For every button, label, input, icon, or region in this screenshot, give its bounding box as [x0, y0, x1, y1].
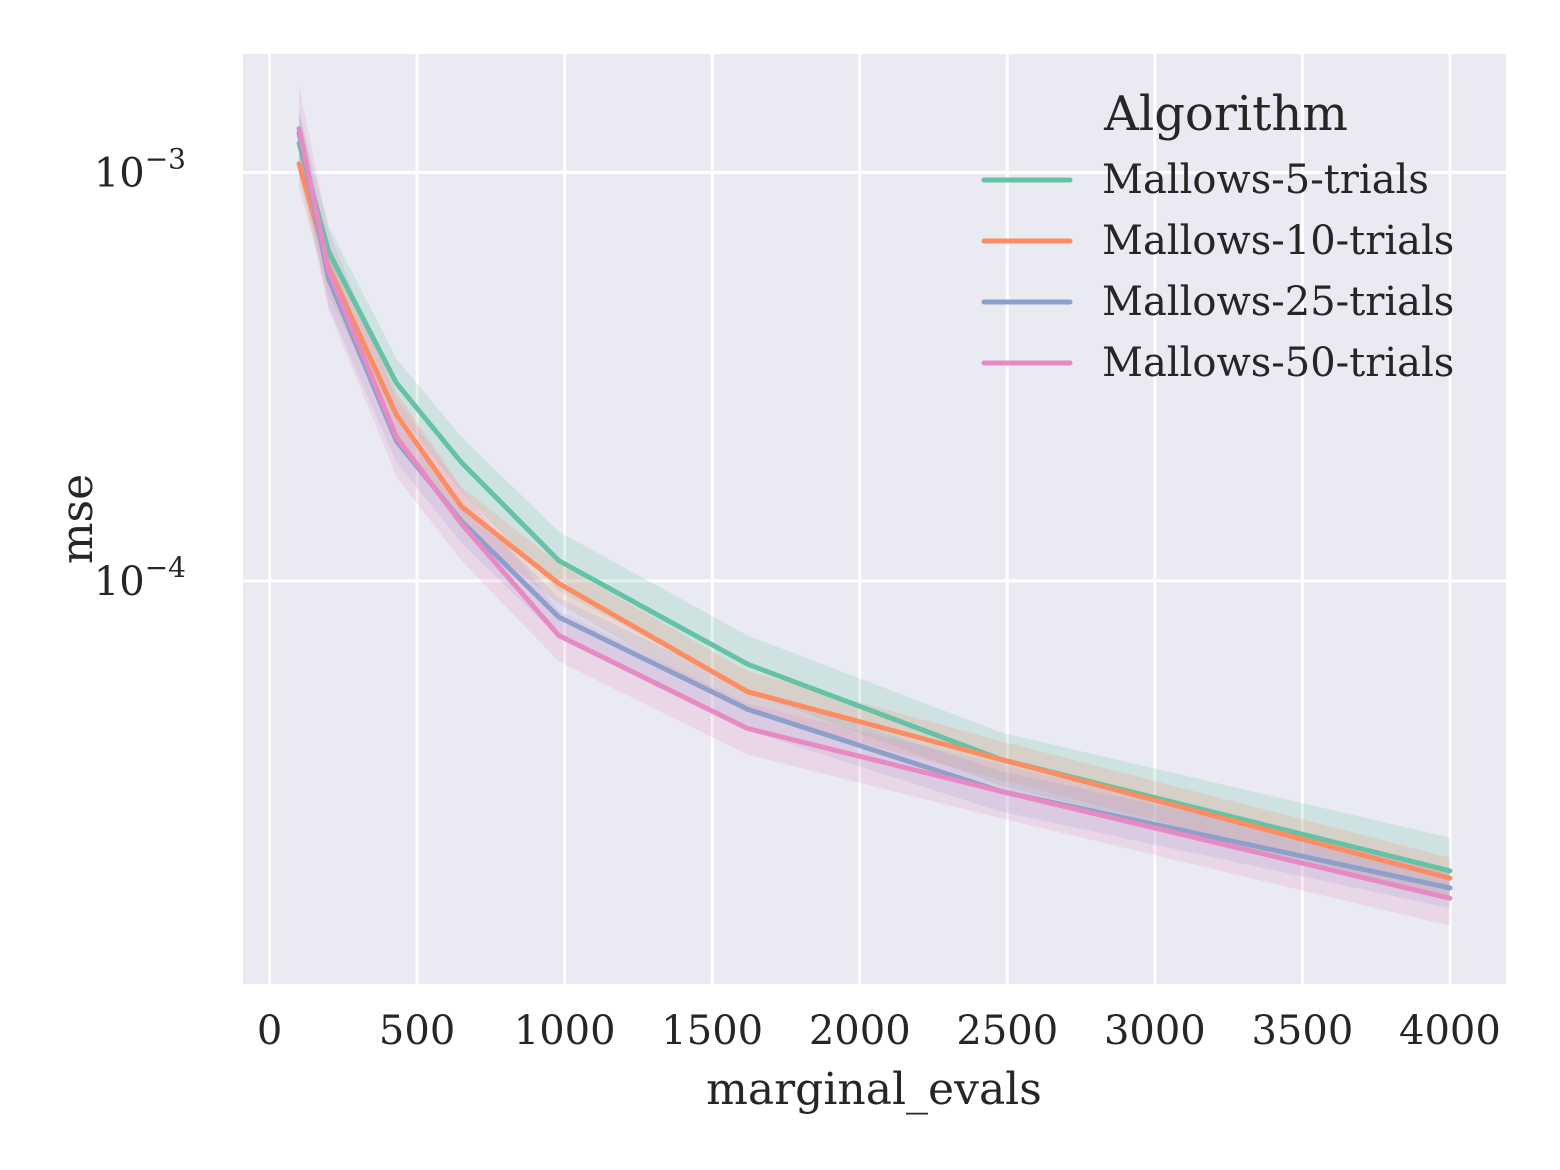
y-tick-labels: 10−3 10−4	[94, 142, 186, 604]
x-tick-label: 500	[379, 1008, 455, 1054]
x-tick-label: 2500	[956, 1008, 1058, 1054]
legend-label: Mallows-5-trials	[1102, 157, 1429, 203]
x-tick-label: 1500	[661, 1008, 763, 1054]
legend: Algorithm Mallows-5-trials Mallows-10-tri…	[981, 86, 1454, 386]
series-lines	[296, 126, 1453, 901]
grid	[243, 54, 1506, 984]
series-line	[296, 130, 1453, 891]
y-axis-label: mse	[52, 474, 103, 564]
x-axis-label: marginal_evals	[706, 1064, 1042, 1115]
x-tick-labels: 0 500 1000 1500 2000 2500 3000 3500 4000	[257, 1008, 1501, 1054]
x-tick-label: 1000	[514, 1008, 616, 1054]
legend-label: Mallows-25-trials	[1102, 279, 1454, 325]
x-tick-label: 3500	[1251, 1008, 1353, 1054]
x-tick-label: 0	[257, 1008, 282, 1054]
y-tick-label: 10−3	[94, 142, 186, 196]
confidence-band	[299, 115, 1450, 901]
legend-label: Mallows-50-trials	[1102, 340, 1454, 386]
x-tick-label: 3000	[1104, 1008, 1206, 1054]
series-line	[296, 140, 1453, 874]
series-line	[296, 126, 1453, 901]
legend-title: Algorithm	[1103, 86, 1348, 142]
y-tick-label: 10−4	[94, 551, 186, 605]
plot-background	[243, 54, 1506, 984]
x-tick-label: 4000	[1399, 1008, 1501, 1054]
x-tick-label: 2000	[809, 1008, 911, 1054]
legend-label: Mallows-10-trials	[1102, 218, 1454, 264]
